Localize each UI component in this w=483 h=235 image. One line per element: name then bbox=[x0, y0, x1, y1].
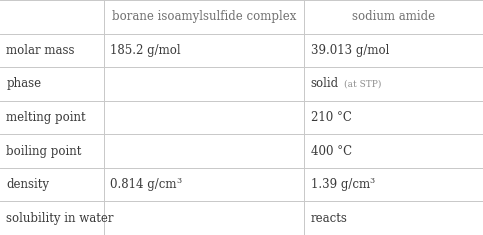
Text: sodium amide: sodium amide bbox=[352, 10, 435, 23]
Text: 185.2 g/mol: 185.2 g/mol bbox=[110, 44, 181, 57]
Text: borane isoamylsulfide complex: borane isoamylsulfide complex bbox=[112, 10, 296, 23]
Text: (at STP): (at STP) bbox=[343, 79, 381, 88]
Text: 0.814 g/cm: 0.814 g/cm bbox=[110, 178, 177, 191]
Text: 3: 3 bbox=[177, 177, 182, 185]
Text: density: density bbox=[6, 178, 49, 191]
Text: solubility in water: solubility in water bbox=[6, 212, 114, 225]
Text: solid: solid bbox=[311, 77, 339, 90]
Text: 1.39 g/cm: 1.39 g/cm bbox=[311, 178, 369, 191]
Text: 3: 3 bbox=[369, 177, 375, 185]
Text: phase: phase bbox=[6, 77, 42, 90]
Text: 400 °C: 400 °C bbox=[311, 145, 352, 158]
Text: boiling point: boiling point bbox=[6, 145, 82, 158]
Text: reacts: reacts bbox=[311, 212, 347, 225]
Text: 210 °C: 210 °C bbox=[311, 111, 352, 124]
Text: 39.013 g/mol: 39.013 g/mol bbox=[311, 44, 389, 57]
Text: molar mass: molar mass bbox=[6, 44, 75, 57]
Text: melting point: melting point bbox=[6, 111, 86, 124]
